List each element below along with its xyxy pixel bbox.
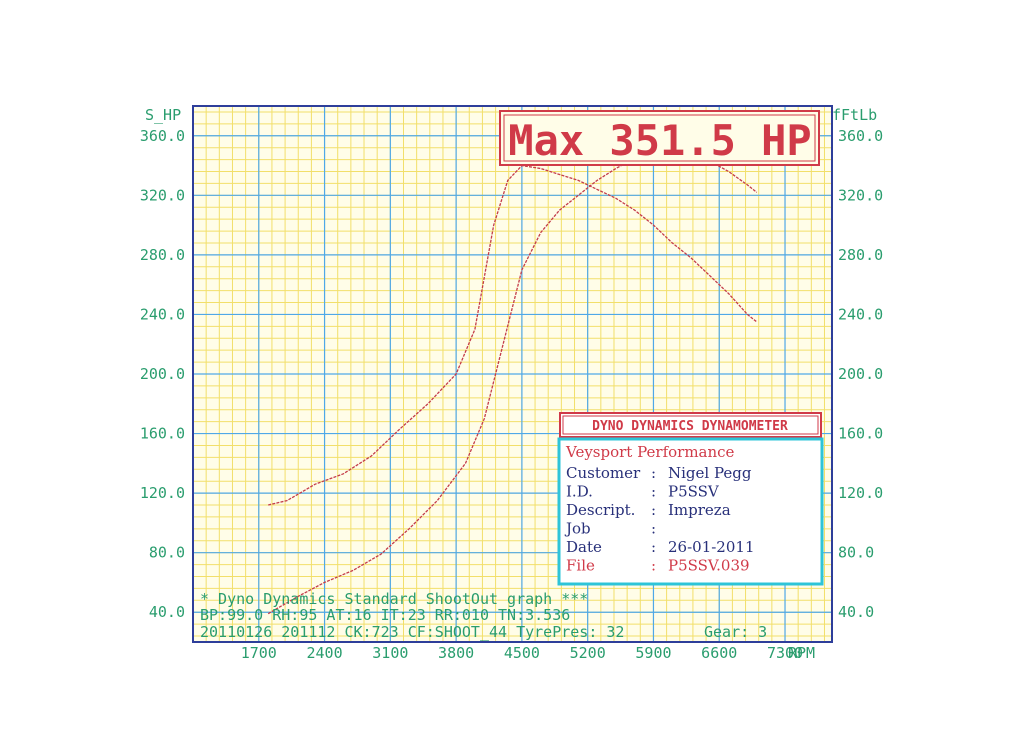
x-tick-labels: 1700 2400 3100 3800 4500 5200 5900 6600 7300 [241,644,803,662]
series-line-1 [268,164,758,506]
y-right-tick-label: 160.0 [838,425,883,443]
y-right-tick-label: 120.0 [838,484,883,502]
x-tick-label: 7300 [767,644,803,662]
info-key: Descript. [566,501,635,519]
x-tick-label: 4500 [504,644,540,662]
dyno-title-box [559,412,822,438]
info-separator: : [651,557,656,575]
footer-line-2: BP:99.0 RH:95 AT:16 IT:23 RR:010 TN:3.53… [200,606,570,624]
y-right-axis-label: fFtLb [832,106,877,124]
info-key: Date [566,538,602,556]
dyno-title: DYNO DYNAMICS DYNAMOMETER [592,419,788,434]
x-tick-label: 5900 [635,644,671,662]
y-right-tick-label: 360.0 [838,127,883,145]
info-key: Job [564,520,591,538]
y-left-tick-label: 280.0 [140,246,185,264]
y-left-tick-label: 200.0 [140,365,185,383]
x-tick-label: 3100 [372,644,408,662]
info-value: P5SSV.039 [668,557,750,575]
series-line-0 [267,147,758,615]
dyno-title-box-inner [562,415,819,435]
plot-frame [192,105,833,643]
info-value: P5SSV [668,483,720,501]
info-key: Customer [566,464,641,482]
y-left-axis-label: S_HP [145,106,181,124]
y-right-tick-label: 80.0 [838,544,874,562]
footer-line-1: * Dyno Dynamics Standard ShootOut graph … [200,590,588,608]
y-left-tick-label: 160.0 [140,425,185,443]
y-right-tick-label: 200.0 [838,365,883,383]
headline-box [499,110,820,166]
info-box [557,437,824,586]
y-left-tick-label: 40.0 [149,603,185,621]
x-unit-label: RPM [788,644,815,662]
max-hp-headline: Max 351.5 HP [508,116,811,165]
info-value: Impreza [668,501,731,519]
y-right-tick-label: 320.0 [838,186,883,204]
info-separator: : [651,483,656,501]
y-right-tick-label: 40.0 [838,603,874,621]
x-tick-label: 6600 [701,644,737,662]
info-separator: : [651,501,656,519]
info-separator: : [651,538,656,556]
series-layer [267,147,758,615]
y-right-tick-label: 240.0 [838,305,883,323]
company-name: Veysport Performance [565,443,735,461]
info-separator: : [651,520,656,538]
y-left-tick-label: 360.0 [140,127,185,145]
y-left-tick-label: 320.0 [140,186,185,204]
footer-line-3: 20110126 201112 CK:723 CF:SHOOT_44 TyreP… [200,623,624,641]
info-rows: Customer: Nigel Pegg I.D.: P5SSV Descript.: I… [564,464,754,575]
gear-label: Gear: 3 [704,623,767,641]
y-left-tick-label: 80.0 [149,544,185,562]
info-key: I.D. [566,483,593,501]
x-tick-label: 2400 [306,644,342,662]
y-left-tick-label: 240.0 [140,305,185,323]
info-value: 26-01-2011 [668,538,754,556]
y-left-tick-labels: 40.0 80.0 120.0 160.0 200.0 240.0 280.0 320.0 36… [140,127,185,621]
info-key: File [566,557,595,575]
headline-box-inner [503,114,816,162]
y-right-tick-labels: 40.0 80.0 120.0 160.0 200.0 240.0 280.0 320.0 36… [838,127,883,621]
x-tick-label: 3800 [438,644,474,662]
x-tick-label: 5200 [570,644,606,662]
info-value: Nigel Pegg [668,464,752,482]
info-separator: : [651,464,656,482]
y-right-tick-label: 280.0 [838,246,883,264]
x-tick-label: 1700 [241,644,277,662]
y-left-tick-label: 120.0 [140,484,185,502]
